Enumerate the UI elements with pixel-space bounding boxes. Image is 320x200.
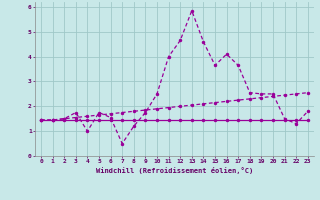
X-axis label: Windchill (Refroidissement éolien,°C): Windchill (Refroidissement éolien,°C) (96, 167, 253, 174)
